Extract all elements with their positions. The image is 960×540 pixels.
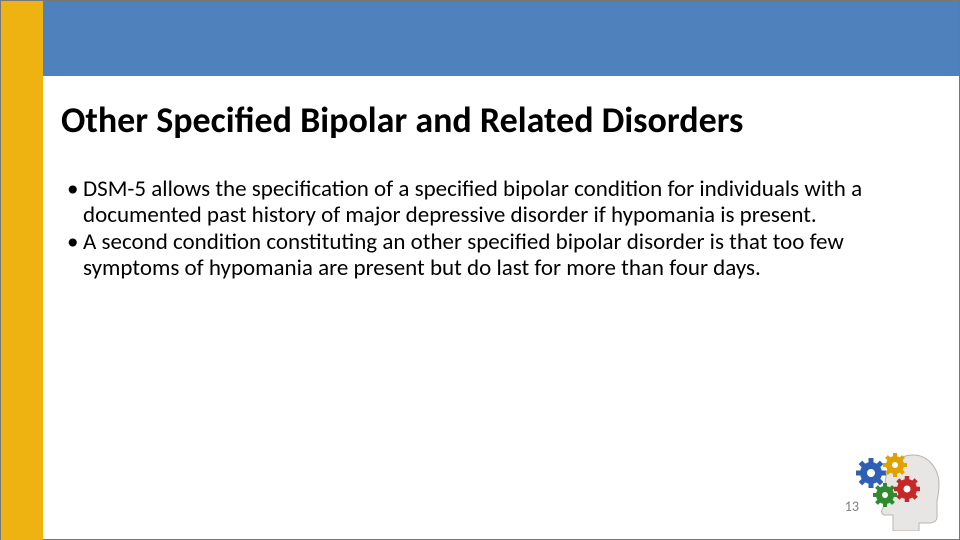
gear-blue	[856, 458, 886, 488]
bullet-list: DSM-5 allows the specification of a spec…	[67, 176, 899, 282]
sidebar-accent	[1, 1, 43, 540]
gear-green	[873, 483, 897, 507]
slide: Other Specified Bipolar and Related Diso…	[0, 0, 960, 540]
bullet-item: A second condition constituting an other…	[67, 229, 899, 282]
head-gears-icon	[855, 451, 947, 531]
gear-yellow	[883, 453, 907, 477]
topbar-accent	[43, 1, 959, 76]
gear-red	[894, 476, 920, 502]
bullet-item: DSM-5 allows the specification of a spec…	[67, 176, 899, 229]
slide-title: Other Specified Bipolar and Related Diso…	[61, 101, 919, 141]
slide-body: DSM-5 allows the specification of a spec…	[67, 176, 899, 282]
